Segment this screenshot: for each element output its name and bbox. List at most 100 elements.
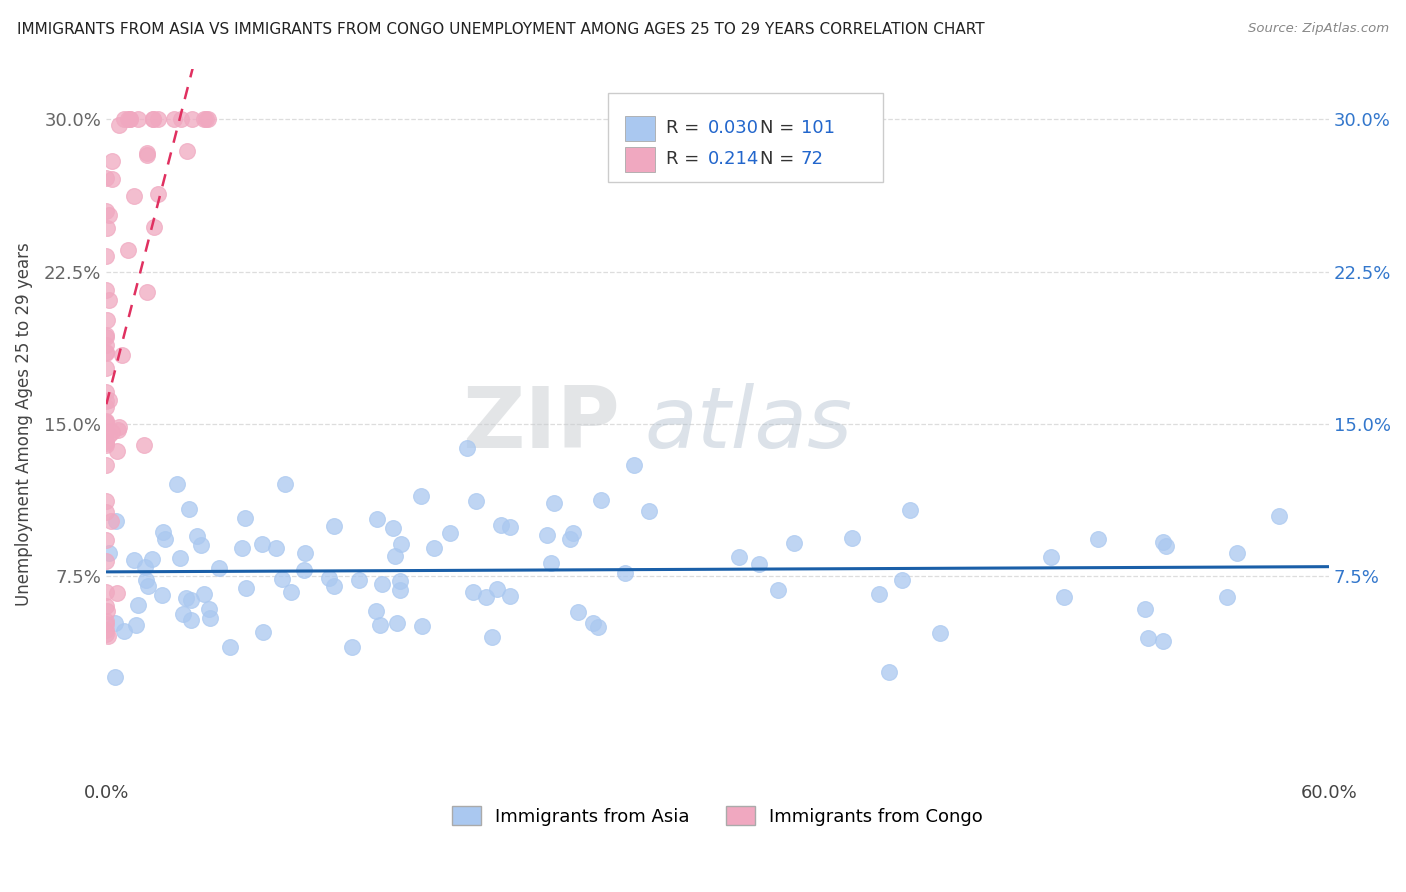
Point bbox=[1216, 591, 1239, 605]
Point bbox=[114, 112, 136, 127]
Point bbox=[481, 630, 503, 644]
Point bbox=[1039, 549, 1062, 564]
Point bbox=[108, 419, 131, 434]
Point bbox=[96, 346, 118, 360]
Point bbox=[105, 514, 128, 528]
Point bbox=[371, 577, 394, 591]
Point bbox=[117, 243, 139, 257]
Point bbox=[96, 249, 118, 263]
Point bbox=[96, 436, 118, 450]
Point bbox=[96, 624, 118, 638]
Point bbox=[136, 285, 159, 299]
Point bbox=[127, 112, 149, 127]
Point bbox=[96, 599, 118, 614]
Point bbox=[177, 502, 200, 516]
Point bbox=[233, 511, 256, 525]
Point bbox=[197, 112, 219, 127]
Point bbox=[586, 619, 609, 633]
Point bbox=[96, 627, 118, 641]
Point bbox=[200, 610, 222, 624]
Point bbox=[96, 494, 118, 508]
Point bbox=[101, 154, 124, 169]
Point bbox=[152, 524, 174, 539]
Point bbox=[105, 444, 128, 458]
Point bbox=[96, 338, 118, 352]
Point bbox=[96, 171, 118, 186]
Point bbox=[163, 112, 186, 127]
Point bbox=[118, 112, 141, 127]
Point bbox=[96, 385, 118, 400]
Point bbox=[96, 415, 118, 429]
Point bbox=[150, 589, 173, 603]
Legend: Immigrants from Asia, Immigrants from Congo: Immigrants from Asia, Immigrants from Co… bbox=[443, 797, 993, 835]
Point bbox=[96, 554, 118, 568]
Point bbox=[366, 512, 388, 526]
Point bbox=[499, 519, 522, 533]
Point bbox=[868, 587, 890, 601]
Point bbox=[110, 347, 132, 361]
Point bbox=[96, 327, 118, 342]
Point bbox=[231, 541, 253, 555]
Text: Source: ZipAtlas.com: Source: ZipAtlas.com bbox=[1249, 22, 1389, 36]
Point bbox=[877, 665, 900, 680]
Point bbox=[127, 598, 149, 612]
Point bbox=[146, 112, 169, 127]
Point bbox=[323, 519, 346, 533]
Text: N =: N = bbox=[761, 150, 794, 168]
Point bbox=[97, 629, 120, 643]
Point bbox=[422, 541, 444, 555]
Point bbox=[280, 585, 302, 599]
Text: R =: R = bbox=[666, 150, 699, 168]
Point bbox=[381, 521, 404, 535]
Point bbox=[499, 590, 522, 604]
Text: 0.214: 0.214 bbox=[707, 150, 759, 168]
Point bbox=[318, 571, 340, 585]
Point bbox=[439, 525, 461, 540]
Point bbox=[347, 573, 370, 587]
Point bbox=[96, 437, 118, 451]
Point bbox=[96, 617, 118, 632]
Point bbox=[134, 560, 156, 574]
Point bbox=[614, 566, 637, 580]
Point bbox=[1152, 535, 1174, 549]
Point bbox=[890, 573, 912, 587]
Point bbox=[384, 549, 406, 563]
Point bbox=[1087, 532, 1109, 546]
Point bbox=[101, 425, 124, 439]
Point bbox=[368, 618, 391, 632]
Point bbox=[166, 477, 188, 491]
Point bbox=[193, 112, 215, 127]
Point bbox=[323, 579, 346, 593]
Point bbox=[560, 532, 582, 546]
Point bbox=[186, 529, 208, 543]
Point bbox=[96, 416, 118, 430]
Point bbox=[292, 562, 315, 576]
Point bbox=[176, 144, 198, 158]
Point bbox=[96, 313, 118, 327]
Point bbox=[153, 532, 176, 546]
Point bbox=[195, 112, 218, 127]
Point bbox=[461, 585, 484, 599]
Point bbox=[389, 537, 412, 551]
Point bbox=[543, 496, 565, 510]
Point bbox=[567, 605, 589, 619]
Text: IMMIGRANTS FROM ASIA VS IMMIGRANTS FROM CONGO UNEMPLOYMENT AMONG AGES 25 TO 29 Y: IMMIGRANTS FROM ASIA VS IMMIGRANTS FROM … bbox=[17, 22, 984, 37]
Point bbox=[96, 424, 118, 438]
Point bbox=[96, 505, 118, 519]
Point bbox=[132, 437, 155, 451]
Text: 72: 72 bbox=[800, 150, 824, 168]
Point bbox=[475, 591, 498, 605]
Point bbox=[146, 187, 169, 202]
Point bbox=[366, 604, 388, 618]
Point bbox=[411, 619, 433, 633]
Point bbox=[264, 541, 287, 556]
Point bbox=[388, 574, 411, 589]
Point bbox=[96, 204, 118, 219]
Point bbox=[96, 585, 118, 599]
Text: atlas: atlas bbox=[644, 383, 852, 466]
Point bbox=[181, 112, 204, 127]
Point bbox=[340, 640, 363, 654]
Point bbox=[136, 146, 159, 161]
FancyBboxPatch shape bbox=[624, 147, 655, 171]
Point bbox=[582, 615, 605, 630]
